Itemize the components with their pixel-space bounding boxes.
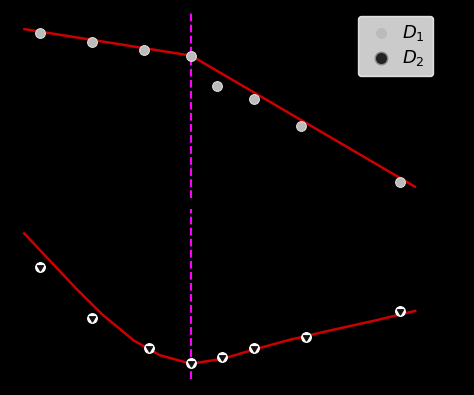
Point: [302, 334, 310, 340]
Point: [146, 345, 153, 351]
Point: [187, 53, 195, 59]
Point: [88, 315, 96, 322]
Point: [250, 345, 257, 351]
Point: [187, 359, 195, 366]
Point: [36, 263, 44, 270]
Point: [396, 308, 403, 314]
Point: [250, 345, 257, 351]
Point: [88, 315, 96, 322]
Point: [297, 123, 304, 129]
Point: [250, 96, 257, 103]
Point: [140, 47, 148, 53]
Point: [396, 308, 403, 314]
Point: [88, 39, 96, 45]
Point: [213, 83, 221, 89]
Point: [302, 334, 310, 340]
Point: [187, 359, 195, 366]
Point: [146, 345, 153, 351]
Point: [36, 30, 44, 36]
Legend: $D_1$, $D_2$: $D_1$, $D_2$: [358, 16, 433, 75]
Point: [219, 354, 226, 360]
Point: [219, 354, 226, 360]
Point: [36, 263, 44, 270]
Point: [396, 179, 403, 185]
